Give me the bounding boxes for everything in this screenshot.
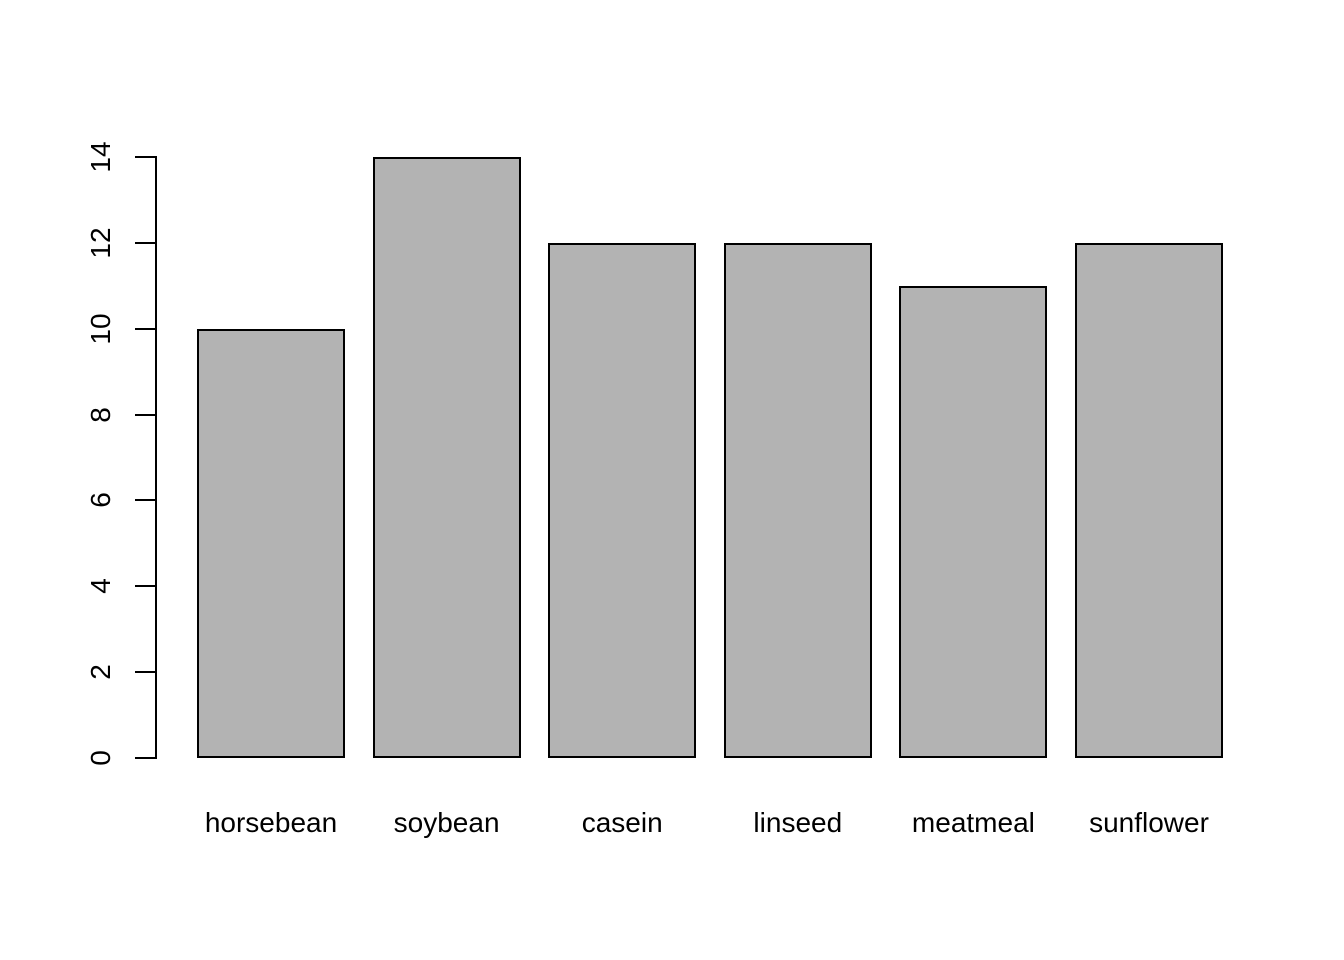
x-category-label-casein: casein <box>581 807 663 838</box>
y-tick-10 <box>135 327 155 330</box>
y-tick-label-2: 2 <box>85 664 116 680</box>
bar-meatmeal <box>899 285 1048 758</box>
y-axis-line <box>155 156 157 759</box>
y-tick-0 <box>135 757 155 759</box>
bar-sunflower <box>1075 242 1223 758</box>
y-tick-label-12: 12 <box>85 227 116 259</box>
y-tick-8 <box>135 413 155 416</box>
y-tick-label-8: 8 <box>85 406 116 423</box>
y-tick-label-6: 6 <box>85 492 116 509</box>
x-category-label-soybean: soybean <box>393 807 500 838</box>
y-tick-label-14: 14 <box>85 141 116 173</box>
y-tick-2 <box>135 671 155 674</box>
bar-linseed <box>723 242 872 758</box>
y-tick-label-0: 0 <box>85 750 116 766</box>
bar-casein <box>548 242 697 758</box>
x-category-label-horsebean: horsebean <box>204 807 338 838</box>
x-category-label-meatmeal: meatmeal <box>911 807 1035 838</box>
x-category-label-linseed: linseed <box>753 807 843 838</box>
y-tick-12 <box>135 241 155 244</box>
bar-soybean <box>372 157 521 758</box>
x-category-label-sunflower: sunflower <box>1089 807 1209 838</box>
bar-horsebean <box>197 328 345 758</box>
y-tick-14 <box>135 156 155 158</box>
y-tick-label-10: 10 <box>85 313 116 345</box>
y-tick-6 <box>135 499 155 502</box>
y-tick-4 <box>135 585 155 588</box>
y-tick-label-4: 4 <box>85 578 116 595</box>
